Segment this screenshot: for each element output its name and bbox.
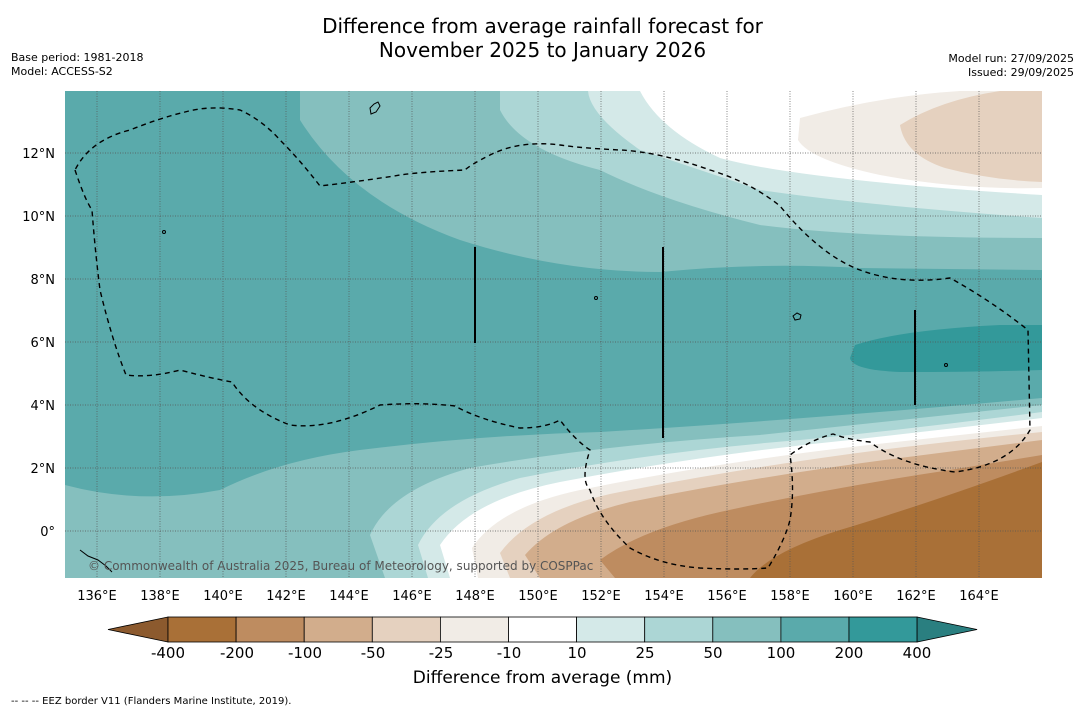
lon-tick: 142°E	[266, 589, 306, 604]
field-dry-ne-2	[900, 91, 1042, 182]
title-line-1: Difference from average rainfall forecas…	[322, 14, 763, 38]
colorbar-extend-high	[916, 616, 978, 643]
colorbar-label: -25	[429, 644, 454, 662]
colorbar-label: 100	[767, 644, 796, 662]
lat-tick: 12°N	[22, 147, 55, 162]
eez-main	[74, 107, 1031, 570]
meta-left: Base period: 1981-2018 Model: ACCESS-S2	[11, 51, 143, 79]
chart-title: Difference from average rainfall forecas…	[0, 14, 1085, 62]
field-200-400-core	[850, 325, 1042, 372]
colorbar-label: 10	[567, 644, 586, 662]
lon-tick: 146°E	[392, 589, 432, 604]
colorbar-swatch	[167, 616, 237, 643]
colorbar-swatch	[848, 616, 918, 643]
colorbar-swatch	[303, 616, 373, 643]
map-area: © Commonwealth of Australia 2025, Bureau…	[65, 91, 1042, 578]
lat-tick: 8°N	[31, 273, 56, 288]
lat-tick: 0°	[40, 525, 55, 540]
colorbar-label: -200	[220, 644, 254, 662]
lon-tick: 148°E	[455, 589, 495, 604]
lon-tick: 150°E	[518, 589, 558, 604]
lon-tick: 144°E	[329, 589, 369, 604]
lon-tick: 140°E	[203, 589, 243, 604]
lon-ticks: 136°E 138°E 140°E 142°E 144°E 146°E 148°…	[77, 589, 999, 604]
colorbar-swatch	[371, 616, 441, 643]
colorbar-label: 50	[703, 644, 722, 662]
lat-tick: 2°N	[31, 462, 56, 477]
lon-tick: 138°E	[140, 589, 180, 604]
issued-date: Issued: 29/09/2025	[967, 66, 1074, 79]
lon-tick: 156°E	[707, 589, 747, 604]
colorbar-extend-low	[107, 616, 169, 643]
model-name: Model: ACCESS-S2	[11, 65, 113, 78]
eez-footnote: -- -- -- EEZ border V11 (Flanders Marine…	[11, 696, 292, 707]
lat-tick: 10°N	[22, 210, 55, 225]
eez-borders	[74, 107, 1031, 570]
colorbar-labels: -400 -200 -100 -50 -25 -10 10 25 50 100 …	[151, 644, 931, 662]
colorbar-label: 25	[635, 644, 654, 662]
colorbar-label: -10	[497, 644, 522, 662]
lon-tick: 162°E	[896, 589, 936, 604]
lon-tick: 136°E	[77, 589, 117, 604]
lon-tick: 158°E	[770, 589, 810, 604]
copyright-text: © Commonwealth of Australia 2025, Bureau…	[88, 559, 593, 573]
lat-ticks: 12°N 10°N 8°N 6°N 4°N 2°N 0°	[22, 147, 55, 540]
lon-tick: 152°E	[581, 589, 621, 604]
island-outlines	[79, 101, 948, 573]
colorbar-swatch	[644, 616, 714, 643]
colorbar-swatch	[712, 616, 782, 643]
grid-lines	[65, 91, 1042, 578]
lon-tick: 154°E	[644, 589, 684, 604]
colorbar-swatch	[439, 616, 509, 643]
colorbar-label: -100	[288, 644, 322, 662]
colorbar-label: 400	[903, 644, 932, 662]
title-line-2: November 2025 to January 2026	[378, 38, 707, 62]
meta-right: Model run: 27/09/2025 Issued: 29/09/2025	[948, 52, 1074, 80]
colorbar-label: -400	[151, 644, 185, 662]
colorbar-title: Difference from average (mm)	[412, 668, 673, 688]
zone-lines	[474, 247, 916, 438]
colorbar	[107, 616, 978, 643]
colorbar-swatch	[235, 616, 305, 643]
lon-tick: 164°E	[959, 589, 999, 604]
colorbar-swatch	[508, 616, 577, 643]
model-run: Model run: 27/09/2025	[948, 52, 1074, 65]
lat-tick: 6°N	[31, 336, 56, 351]
colorbar-swatch	[576, 616, 646, 643]
colorbar-label: 200	[835, 644, 864, 662]
colorbar-label: -50	[361, 644, 386, 662]
field-dry-minus400	[750, 462, 1042, 578]
lon-tick: 160°E	[833, 589, 873, 604]
colorbar-swatch	[780, 616, 850, 643]
lat-tick: 4°N	[31, 399, 56, 414]
base-period: Base period: 1981-2018	[11, 51, 144, 64]
